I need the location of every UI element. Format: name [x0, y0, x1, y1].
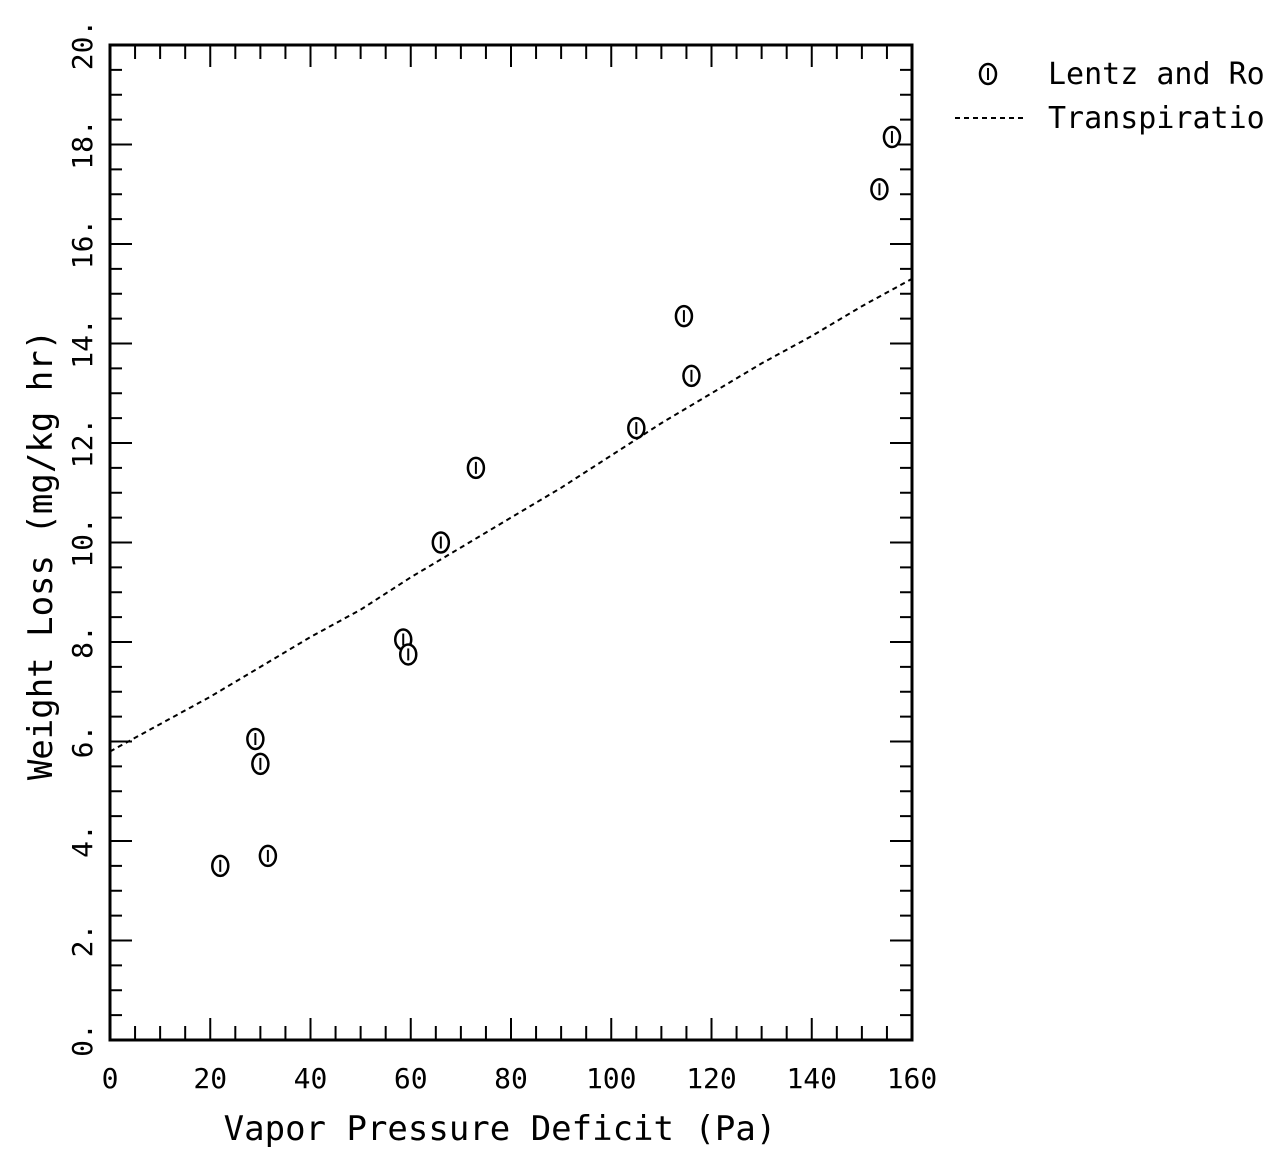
- transpiration-series: [109, 277, 913, 753]
- x-tick-label: 100: [586, 1062, 637, 1095]
- x-tick-label: 0: [102, 1062, 119, 1095]
- x-axis-ticks: 0 20 40 60 80 100 120 140 160: [102, 45, 938, 1095]
- legend-label-lentz: Lentz and Roo: [1048, 57, 1265, 92]
- plot-frame: [108, 43, 914, 1042]
- legend-marker-lentz: [978, 62, 998, 86]
- y-tick-label: 18.: [66, 119, 99, 170]
- legend-label-transpiration: Transpiration: [1048, 101, 1265, 136]
- data-point: [882, 125, 902, 149]
- plot-frame-group: [108, 43, 914, 1042]
- data-point: [674, 304, 694, 328]
- data-point: [870, 178, 889, 201]
- x-tick-label: 160: [887, 1062, 938, 1095]
- transpiration-line: [109, 277, 913, 753]
- data-point: [431, 531, 451, 554]
- data-point: [682, 364, 701, 388]
- data-point: [246, 727, 265, 751]
- x-tick-label: 20: [193, 1062, 227, 1095]
- y-tick-label: 2.: [66, 924, 99, 958]
- y-tick-label: 6.: [66, 725, 99, 759]
- y-tick-label: 10.: [66, 517, 99, 568]
- x-tick-label: 60: [394, 1062, 428, 1095]
- legend: Lentz and Roo Transpiration: [955, 57, 1265, 136]
- y-tick-label: 0.: [66, 1023, 99, 1057]
- data-point: [251, 752, 270, 776]
- legend-marker-icon: [978, 62, 998, 86]
- y-tick-label: 8.: [66, 625, 99, 659]
- data-point: [398, 643, 418, 666]
- x-tick-label: 140: [786, 1062, 837, 1095]
- y-tick-label: 4.: [66, 824, 99, 858]
- data-point: [466, 456, 486, 480]
- data-point: [627, 416, 646, 440]
- y-tick-label: 12.: [66, 418, 99, 469]
- lentz-and-roo-series: [211, 125, 902, 878]
- x-axis-title: Vapor Pressure Deficit (Pa): [224, 1109, 777, 1149]
- data-point: [211, 854, 230, 878]
- y-axis-title: Weight Loss (mg/kg hr): [21, 330, 61, 780]
- data-point: [258, 844, 278, 868]
- y-axis-ticks: 0. 2. 4. 6. 8. 10. 12. 14. 16. 18. 20.: [66, 20, 912, 1057]
- x-tick-label: 80: [494, 1062, 528, 1095]
- y-tick-label: 16.: [66, 219, 99, 270]
- y-tick-label: 20.: [66, 20, 99, 71]
- y-tick-label: 14.: [66, 318, 99, 369]
- x-tick-label: 120: [686, 1062, 737, 1095]
- x-tick-label: 40: [294, 1062, 328, 1095]
